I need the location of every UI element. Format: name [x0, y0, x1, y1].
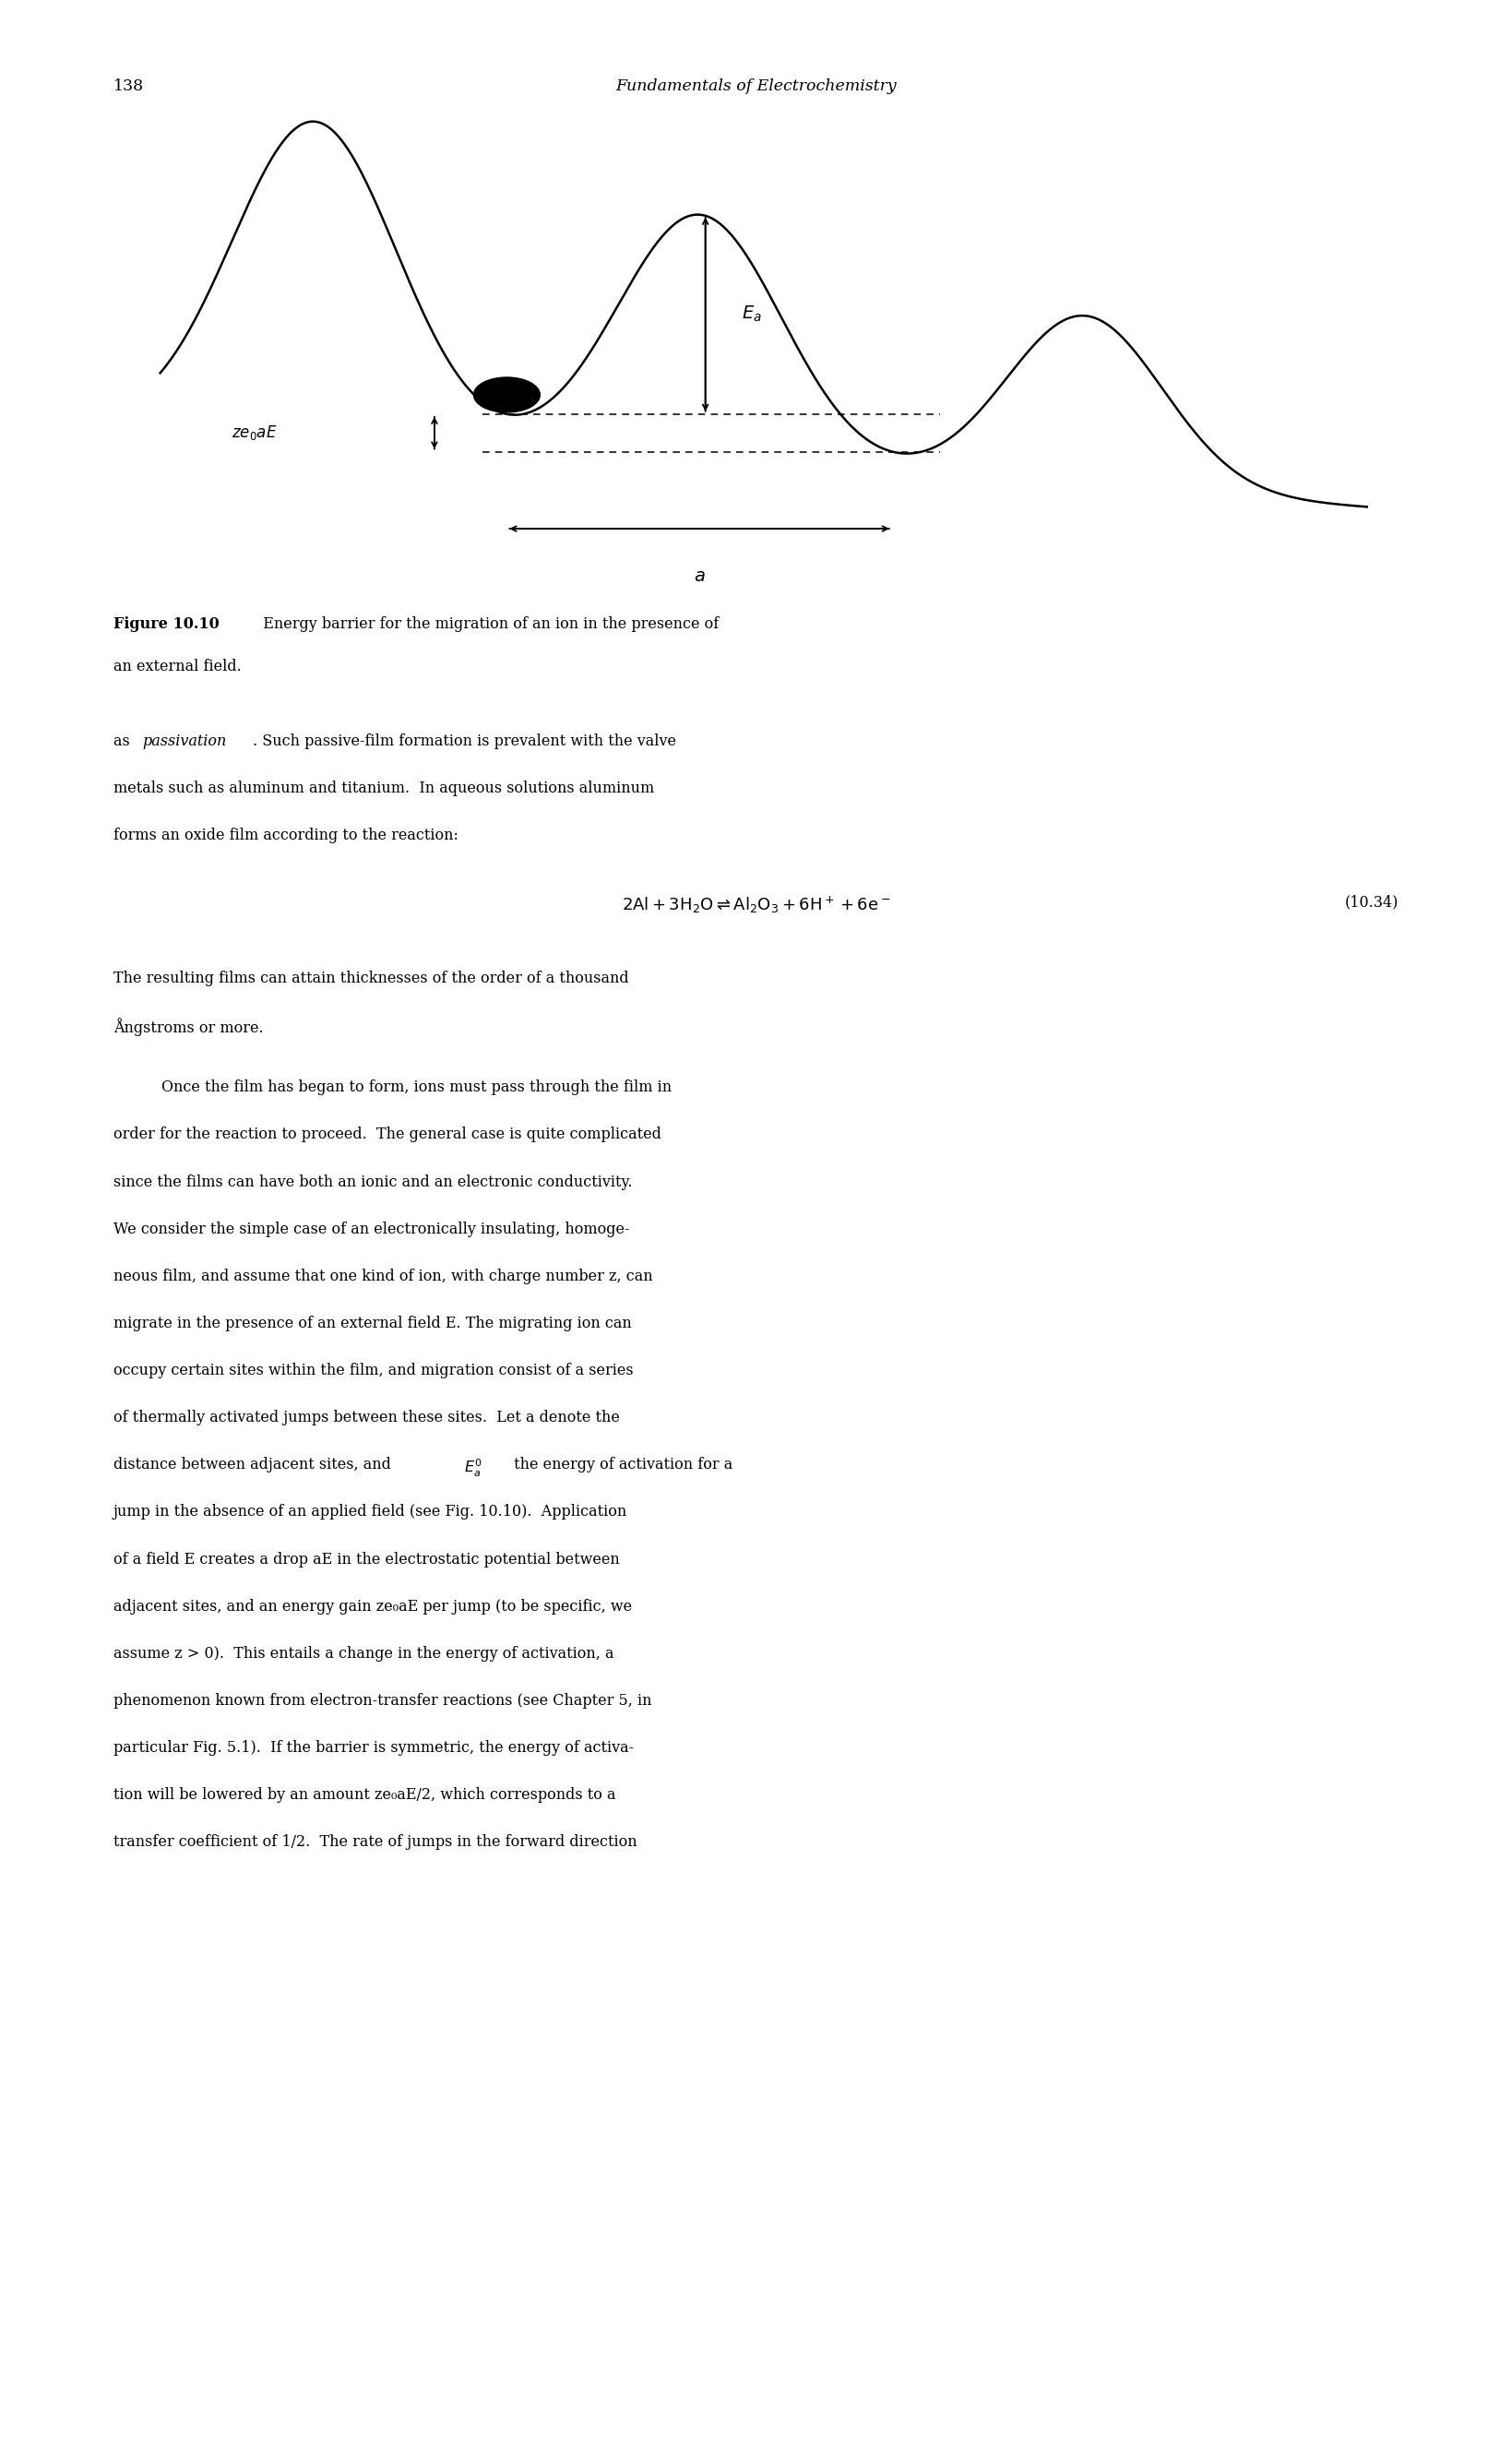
- Text: phenomenon known from electron-transfer reactions (see Chapter 5, in: phenomenon known from electron-transfer …: [113, 1694, 652, 1708]
- Text: forms an oxide film according to the reaction:: forms an oxide film according to the rea…: [113, 829, 458, 843]
- Text: Fundamentals of Electrochemistry: Fundamentals of Electrochemistry: [615, 78, 897, 93]
- Text: order for the reaction to proceed.  The general case is quite complicated: order for the reaction to proceed. The g…: [113, 1127, 661, 1144]
- Text: since the films can have both an ionic and an electronic conductivity.: since the films can have both an ionic a…: [113, 1173, 632, 1190]
- Text: 138: 138: [113, 78, 144, 93]
- Text: of a field E creates a drop aE in the electrostatic potential between: of a field E creates a drop aE in the el…: [113, 1552, 620, 1567]
- Text: transfer coefficient of 1/2.  The rate of jumps in the forward direction: transfer coefficient of 1/2. The rate of…: [113, 1835, 637, 1850]
- Text: passivation: passivation: [142, 733, 227, 748]
- Text: $E_a$: $E_a$: [741, 306, 762, 325]
- Text: (10.34): (10.34): [1344, 895, 1399, 909]
- Text: $a$: $a$: [694, 567, 705, 584]
- Text: $ze_0aE$: $ze_0aE$: [231, 423, 278, 442]
- Text: assume z > 0).  This entails a change in the energy of activation, a: assume z > 0). This entails a change in …: [113, 1645, 614, 1662]
- Text: Energy barrier for the migration of an ion in the presence of: Energy barrier for the migration of an i…: [254, 616, 720, 631]
- Text: particular Fig. 5.1).  If the barrier is symmetric, the energy of activa-: particular Fig. 5.1). If the barrier is …: [113, 1740, 634, 1755]
- Text: We consider the simple case of an electronically insulating, homoge-: We consider the simple case of an electr…: [113, 1222, 629, 1237]
- Text: $E_a^0$: $E_a^0$: [464, 1457, 482, 1479]
- Text: occupy certain sites within the film, and migration consist of a series: occupy certain sites within the film, an…: [113, 1364, 634, 1378]
- Text: an external field.: an external field.: [113, 657, 242, 675]
- Ellipse shape: [473, 376, 540, 413]
- Text: distance between adjacent sites, and: distance between adjacent sites, and: [113, 1457, 396, 1474]
- Text: metals such as aluminum and titanium.  In aqueous solutions aluminum: metals such as aluminum and titanium. In…: [113, 780, 655, 797]
- Text: adjacent sites, and an energy gain ze₀aE per jump (to be specific, we: adjacent sites, and an energy gain ze₀aE…: [113, 1598, 632, 1615]
- Text: tion will be lowered by an amount ze₀aE/2, which corresponds to a: tion will be lowered by an amount ze₀aE/…: [113, 1787, 615, 1804]
- Text: migrate in the presence of an external field E. The migrating ion can: migrate in the presence of an external f…: [113, 1315, 632, 1332]
- Text: the energy of activation for a: the energy of activation for a: [510, 1457, 733, 1474]
- Text: Once the film has began to form, ions must pass through the film in: Once the film has began to form, ions mu…: [162, 1080, 671, 1095]
- Text: neous film, and assume that one kind of ion, with charge number z, can: neous film, and assume that one kind of …: [113, 1268, 653, 1283]
- Text: Ångstroms or more.: Ångstroms or more.: [113, 1019, 263, 1036]
- Text: . Such passive-film formation is prevalent with the valve: . Such passive-film formation is prevale…: [253, 733, 676, 748]
- Text: $2\mathrm{Al} + 3\mathrm{H_2O} \rightleftharpoons \mathrm{Al_2O_3} + 6\mathrm{H^: $2\mathrm{Al} + 3\mathrm{H_2O} \rightlef…: [621, 895, 891, 914]
- Text: as: as: [113, 733, 135, 748]
- Text: Figure 10.10: Figure 10.10: [113, 616, 219, 631]
- Text: jump in the absence of an applied field (see Fig. 10.10).  Application: jump in the absence of an applied field …: [113, 1506, 627, 1520]
- Text: of thermally activated jumps between these sites.  Let a denote the: of thermally activated jumps between the…: [113, 1410, 620, 1425]
- Text: The resulting films can attain thicknesses of the order of a thousand: The resulting films can attain thickness…: [113, 970, 629, 987]
